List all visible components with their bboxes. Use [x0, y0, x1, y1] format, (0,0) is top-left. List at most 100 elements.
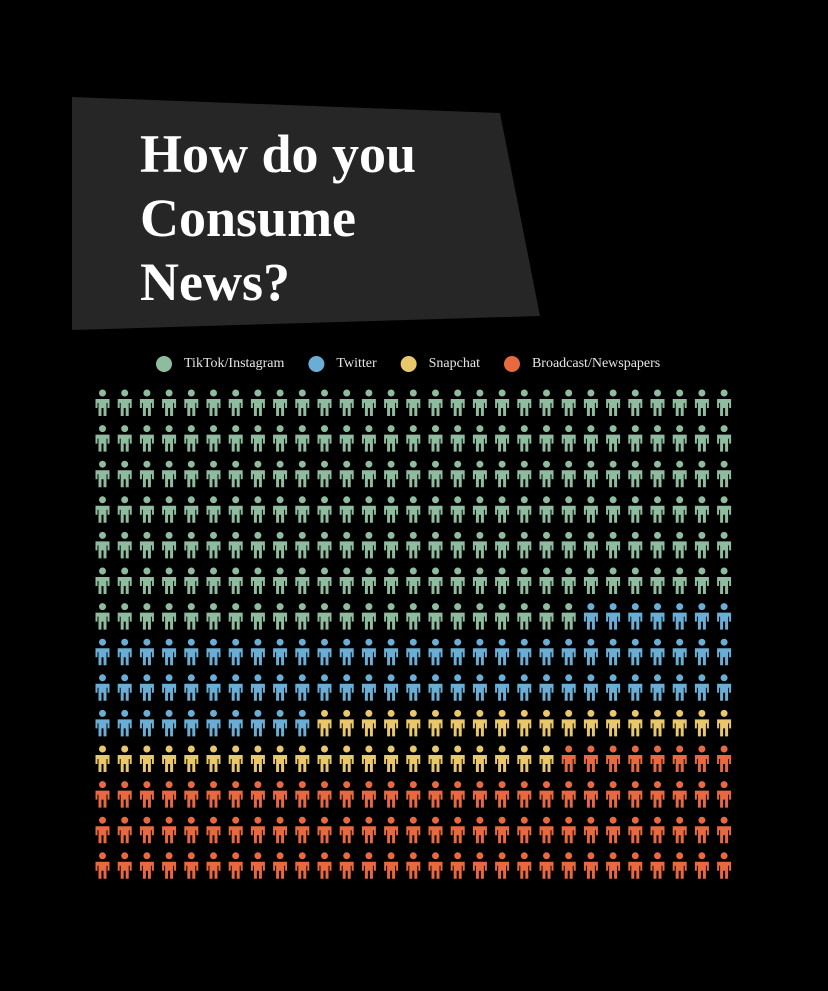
- person-icon: [650, 745, 665, 772]
- person-icon: [561, 531, 576, 559]
- person-icon: [450, 674, 465, 701]
- person-icon: [583, 603, 598, 630]
- person-icon: [295, 709, 310, 737]
- person-icon: [717, 709, 732, 737]
- person-icon: [672, 531, 687, 559]
- person-icon: [139, 781, 154, 808]
- person-icon: [361, 852, 376, 879]
- person-icon: [672, 460, 687, 488]
- person-icon: [317, 816, 332, 844]
- person-icon: [95, 745, 110, 772]
- person-icon: [162, 425, 177, 452]
- person-icon: [628, 425, 643, 452]
- person-icon: [650, 531, 665, 559]
- person-icon: [228, 531, 243, 559]
- person-icon: [273, 531, 288, 559]
- person-icon: [650, 496, 665, 523]
- person-icon: [317, 603, 332, 630]
- person-icon: [517, 709, 532, 737]
- person-icon: [583, 460, 598, 488]
- person-icon: [583, 389, 598, 416]
- chart-title: How do you Consume News?: [140, 124, 417, 312]
- person-icon: [384, 816, 399, 844]
- person-icon: [495, 674, 510, 701]
- person-icon: [184, 852, 199, 879]
- person-icon: [606, 603, 621, 630]
- person-icon: [273, 567, 288, 594]
- person-icon: [539, 425, 554, 452]
- person-icon: [162, 816, 177, 844]
- person-icon: [295, 531, 310, 559]
- person-icon: [184, 531, 199, 559]
- person-icon: [717, 496, 732, 523]
- person-icon: [561, 567, 576, 594]
- person-icon: [517, 460, 532, 488]
- person-icon: [317, 852, 332, 879]
- person-icon: [384, 460, 399, 488]
- person-icon: [495, 567, 510, 594]
- person-icon: [117, 496, 132, 523]
- person-icon: [228, 603, 243, 630]
- person-icon: [606, 674, 621, 701]
- person-icon: [162, 745, 177, 772]
- person-icon: [628, 603, 643, 630]
- person-icon: [162, 389, 177, 416]
- person-icon: [495, 460, 510, 488]
- person-icon: [406, 638, 421, 666]
- person-icon: [95, 709, 110, 737]
- person-icon: [717, 638, 732, 666]
- person-icon: [206, 496, 221, 523]
- person-icon: [250, 781, 265, 808]
- person-icon: [650, 460, 665, 488]
- person-icon: [339, 425, 354, 452]
- person-icon: [517, 781, 532, 808]
- person-icon: [250, 496, 265, 523]
- legend-label: Twitter: [336, 356, 377, 371]
- person-icon: [384, 389, 399, 416]
- person-icon: [406, 781, 421, 808]
- person-icon: [339, 531, 354, 559]
- person-icon: [228, 816, 243, 844]
- person-icon: [539, 603, 554, 630]
- person-icon: [206, 389, 221, 416]
- person-icon: [694, 496, 709, 523]
- person-icon: [361, 816, 376, 844]
- person-icon: [694, 638, 709, 666]
- person-icon: [561, 781, 576, 808]
- person-icon: [628, 852, 643, 879]
- person-icon: [384, 709, 399, 737]
- person-icon: [273, 852, 288, 879]
- person-icon: [495, 638, 510, 666]
- person-icon: [384, 674, 399, 701]
- person-icon: [561, 816, 576, 844]
- person-icon: [339, 852, 354, 879]
- person-icon: [472, 638, 487, 666]
- person-icon: [517, 531, 532, 559]
- person-icon: [650, 674, 665, 701]
- person-icon: [561, 852, 576, 879]
- person-icon: [450, 389, 465, 416]
- person-icon: [384, 531, 399, 559]
- person-icon: [406, 496, 421, 523]
- legend-swatch: [156, 356, 172, 372]
- person-icon: [317, 531, 332, 559]
- person-icon: [117, 425, 132, 452]
- person-icon: [672, 496, 687, 523]
- person-icon: [650, 603, 665, 630]
- person-icon: [206, 531, 221, 559]
- person-icon: [717, 389, 732, 416]
- person-icon: [95, 852, 110, 879]
- person-icon: [428, 638, 443, 666]
- person-icon: [295, 816, 310, 844]
- person-icon: [273, 460, 288, 488]
- person-icon: [694, 852, 709, 879]
- person-icon: [672, 638, 687, 666]
- person-icon: [317, 496, 332, 523]
- person-icon: [95, 496, 110, 523]
- person-icon: [339, 745, 354, 772]
- person-icon: [339, 496, 354, 523]
- person-icon: [428, 603, 443, 630]
- person-icon: [472, 674, 487, 701]
- person-icon: [117, 816, 132, 844]
- person-icon: [539, 567, 554, 594]
